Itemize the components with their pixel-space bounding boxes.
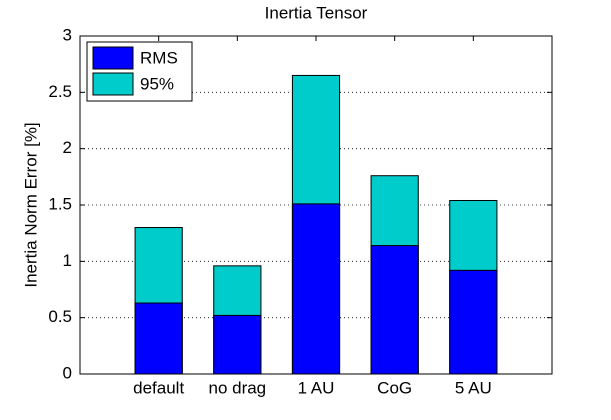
x-tick-label: default bbox=[133, 378, 184, 397]
legend-swatch bbox=[92, 46, 134, 70]
y-tick-label: 2.5 bbox=[48, 82, 72, 101]
bar bbox=[370, 245, 419, 375]
x-tick-label: 5 AU bbox=[455, 378, 492, 397]
legend-swatch bbox=[92, 72, 134, 96]
y-tick-label: 0.5 bbox=[48, 307, 72, 326]
bar bbox=[134, 302, 183, 375]
x-tick-label: no drag bbox=[208, 378, 266, 397]
bar bbox=[213, 314, 262, 375]
plot-frame bbox=[79, 35, 553, 375]
bar bbox=[291, 203, 341, 375]
y-tick-label: 1 bbox=[63, 251, 72, 270]
legend-label: RMS bbox=[140, 48, 178, 67]
y-tick-label: 0 bbox=[63, 363, 72, 382]
legend-label: 95% bbox=[140, 74, 174, 93]
y-tick-label: 2 bbox=[63, 138, 72, 157]
x-tick-label: CoG bbox=[377, 378, 412, 397]
y-tick-label: 1.5 bbox=[48, 194, 72, 213]
y-tick-label: 3 bbox=[63, 25, 72, 44]
x-tick-label: 1 AU bbox=[298, 378, 335, 397]
y-axis-label: Inertia Norm Error [%] bbox=[21, 122, 40, 287]
bar bbox=[449, 269, 498, 375]
chart-title: Inertia Tensor bbox=[265, 3, 368, 22]
